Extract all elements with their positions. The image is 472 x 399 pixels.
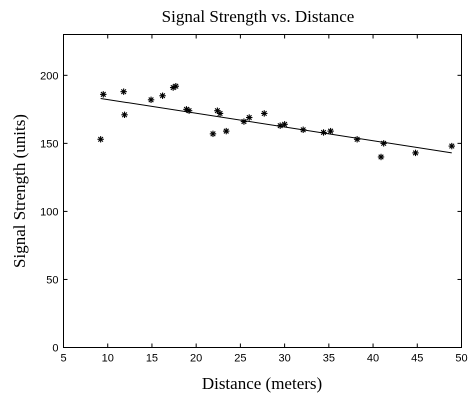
- x-tick-label: 35: [323, 353, 335, 365]
- data-point: [299, 126, 307, 133]
- data-point: [159, 92, 166, 99]
- x-tick-label: 20: [190, 353, 202, 365]
- x-axis-label: Distance (meters): [202, 374, 322, 393]
- trend-line: [100, 97, 452, 154]
- data-point: [121, 111, 128, 118]
- x-tick: 20: [190, 34, 202, 365]
- data-point: [276, 122, 284, 129]
- x-tick-label: 45: [411, 353, 423, 365]
- data-point: [185, 107, 193, 114]
- data-point: [209, 130, 217, 138]
- x-tick-label: 15: [146, 353, 158, 365]
- data-point: [412, 149, 419, 157]
- data-point: [147, 96, 155, 104]
- data-point: [281, 121, 288, 128]
- data-point: [97, 136, 104, 143]
- y-tick-label: 0: [52, 343, 58, 355]
- y-tick-label: 150: [40, 138, 58, 150]
- x-tick: 5: [60, 34, 67, 365]
- x-tick: 30: [278, 34, 291, 365]
- x-tick-label: 5: [60, 353, 66, 365]
- data-point: [353, 136, 361, 143]
- x-tick-label: 40: [367, 353, 379, 365]
- x-tick: 25: [234, 34, 247, 365]
- x-tick: 40: [367, 34, 379, 365]
- data-points: [97, 83, 455, 161]
- x-tick-label: 25: [234, 353, 246, 365]
- data-point: [448, 142, 455, 150]
- y-tick: 0: [52, 343, 462, 355]
- data-point: [223, 127, 230, 135]
- x-tick: 15: [146, 34, 158, 365]
- y-tick-label: 100: [40, 206, 58, 218]
- plot-frame: [63, 34, 462, 348]
- data-point: [240, 118, 248, 125]
- y-tick: 150: [40, 138, 462, 150]
- data-point: [320, 129, 327, 136]
- x-tick-label: 50: [455, 353, 467, 365]
- data-point: [380, 140, 387, 147]
- y-tick: 200: [40, 70, 462, 82]
- x-tick: 10: [102, 34, 114, 365]
- y-tick-label: 50: [46, 274, 58, 286]
- x-tick-label: 10: [102, 353, 114, 365]
- y-tick: 50: [46, 274, 462, 286]
- x-tick: 35: [323, 34, 335, 365]
- data-point: [100, 91, 107, 98]
- y-axis-label: Signal Strength (units): [10, 114, 29, 268]
- data-point: [172, 83, 180, 90]
- data-point: [377, 153, 385, 161]
- y-tick: 100: [40, 206, 462, 218]
- x-tick: 50: [455, 34, 468, 365]
- x-tick: 45: [411, 34, 423, 365]
- data-point: [261, 110, 268, 117]
- data-point: [216, 110, 224, 117]
- x-axis-ticks: 5 10 15 20 25 30 35 40 45 50: [60, 34, 468, 365]
- data-point: [327, 127, 334, 135]
- chart-title: Signal Strength vs. Distance: [162, 7, 355, 26]
- y-tick-label: 200: [40, 70, 58, 82]
- x-tick-label: 30: [278, 353, 290, 365]
- y-axis-ticks: 0 50 100 150 200: [40, 70, 462, 355]
- data-point: [246, 114, 253, 121]
- data-point: [120, 88, 127, 95]
